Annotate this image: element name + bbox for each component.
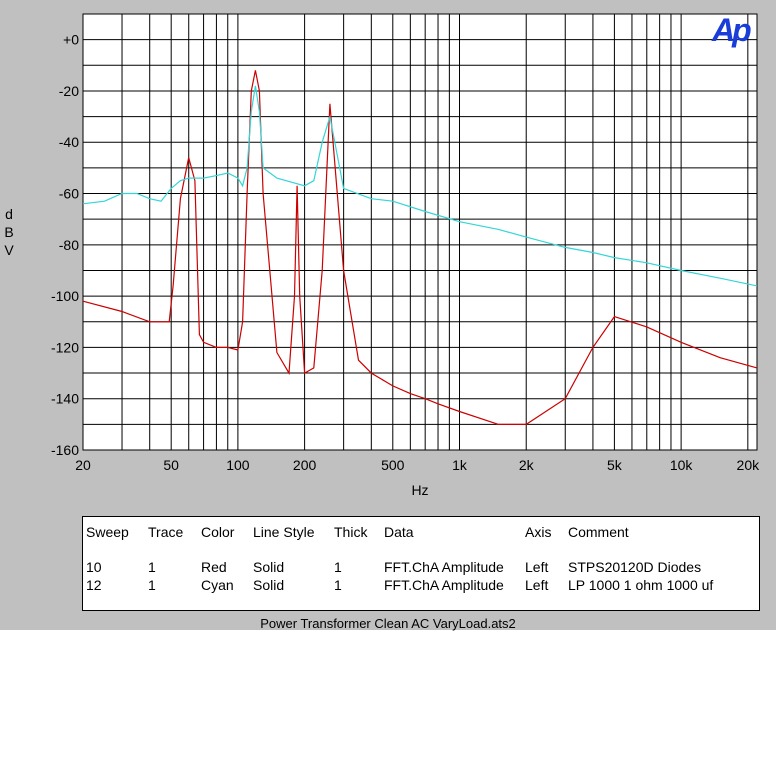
legend-header: Axis [525,524,552,540]
file-name: Power Transformer Clean AC VaryLoad.ats2 [260,616,516,631]
x-tick-label: 20 [75,457,91,473]
grid [83,14,757,450]
legend-header: Thick [334,524,368,540]
legend-header: Line Style [253,524,315,540]
legend-cell: 12 [86,577,102,593]
legend-cell: 1 [148,577,156,593]
y-axis-label-b: B [4,224,14,240]
x-tick-label: 5k [607,457,623,473]
legend-cell: FFT.ChA Amplitude [384,577,504,593]
y-tick-label: -120 [51,339,79,355]
y-tick-label: -40 [59,134,79,150]
legend-table: Sweep Trace Color Line Style Thick Data Axis Co… [82,516,760,611]
legend-cell: Red [201,559,227,575]
x-tick-label: 1k [452,457,468,473]
x-tick-label: 200 [293,457,317,473]
y-axis-label-v: V [4,242,14,258]
y-tick-label: -100 [51,288,79,304]
y-tick-label: -140 [51,391,79,407]
y-tick-label: -160 [51,442,79,458]
legend-cell: 1 [334,559,342,575]
legend-cell: Left [525,577,549,593]
x-tick-label: 20k [737,457,761,473]
series-group [82,70,758,425]
ap-logo: Ap [712,12,752,48]
legend-header: Sweep [86,524,129,540]
x-tick-label: 10k [670,457,694,473]
legend-header: Comment [568,524,629,540]
legend-cell: Solid [253,577,285,593]
legend-cell: STPS20120D Diodes [568,559,702,575]
legend-header: Trace [148,524,184,540]
legend-cell: LP 1000 1 ohm 1000 uf [568,577,714,593]
legend-cell: Solid [253,559,285,575]
legend-cell: Cyan [201,577,234,593]
legend-cell: Left [525,559,549,575]
x-tick-label: 2k [519,457,535,473]
y-tick-label: -20 [59,83,79,99]
x-tick-label: 100 [226,457,250,473]
legend-header: Data [384,524,414,540]
legend-cell: FFT.ChA Amplitude [384,559,504,575]
y-tick-label: -60 [59,186,79,202]
y-tick-label: -80 [59,237,79,253]
x-axis-label: Hz [411,482,429,498]
legend-cell: 1 [334,577,342,593]
series-line-red [82,70,758,425]
y-axis-label-d: d [5,206,13,222]
legend-header: Color [201,524,235,540]
legend-cell: 10 [86,559,102,575]
y-tick-label: +0 [63,32,79,48]
plot-area [82,13,758,451]
x-tick-label: 500 [381,457,405,473]
legend-cell: 1 [148,559,156,575]
x-tick-label: 50 [163,457,179,473]
series-line-cyan [82,85,758,287]
